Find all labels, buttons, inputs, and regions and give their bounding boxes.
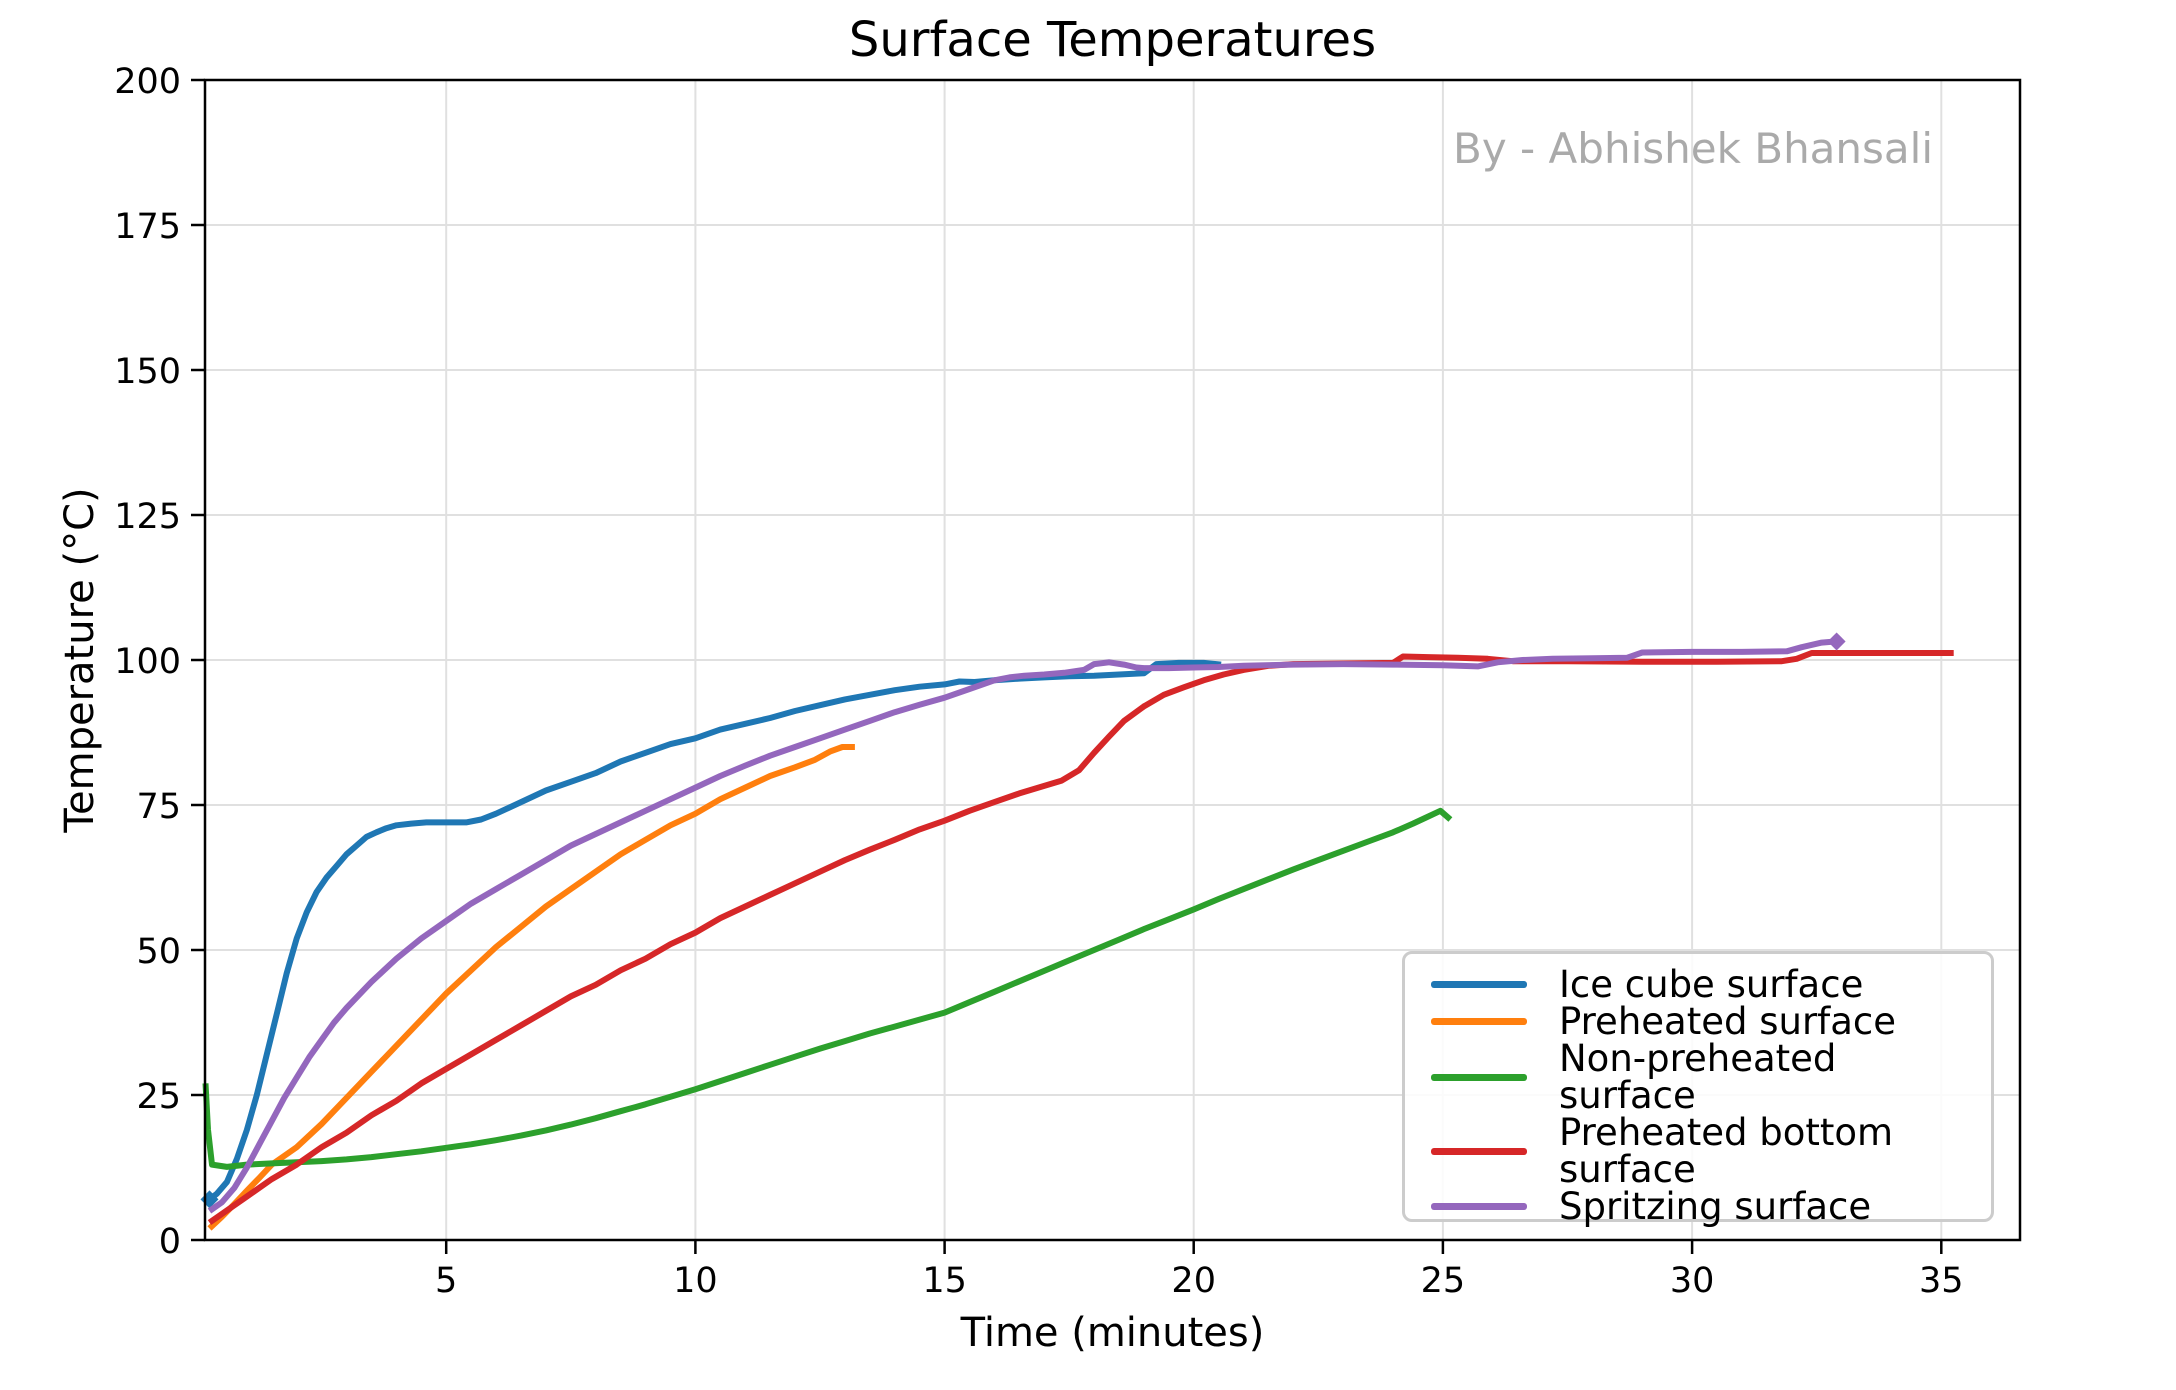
y-tick-label-125: 125 bbox=[114, 497, 181, 537]
y-axis-label: Temperature (°C) bbox=[57, 487, 103, 833]
legend-swatch-ice-cube-surface bbox=[1431, 981, 1527, 988]
y-tick-label-50: 50 bbox=[136, 932, 181, 972]
x-tick-label-5: 5 bbox=[435, 1261, 457, 1301]
legend-item-non-preheated-surface: Non-preheated surface bbox=[1431, 1040, 1981, 1114]
series-line-non-preheated-surface bbox=[202, 807, 1453, 1170]
legend-swatch-preheated-bottom-surface bbox=[1431, 1147, 1527, 1155]
legend-label: Preheated bottom surface bbox=[1559, 1111, 1894, 1191]
legend-item-ice-cube-surface: Ice cube surface bbox=[1431, 966, 1981, 1003]
watermark-text: By - Abhishek Bhansali bbox=[1453, 124, 1933, 173]
y-tick-label-0: 0 bbox=[159, 1222, 181, 1262]
x-tick-label-35: 35 bbox=[1919, 1261, 1964, 1301]
x-tick-label-25: 25 bbox=[1421, 1261, 1466, 1301]
legend-label: Ice cube surface bbox=[1559, 963, 1864, 1006]
legend-item-preheated-bottom-surface: Preheated bottom surface bbox=[1431, 1114, 1981, 1188]
legend-swatch-non-preheated-surface bbox=[1431, 1073, 1527, 1081]
x-tick-label-15: 15 bbox=[922, 1261, 967, 1301]
y-tick-label-75: 75 bbox=[136, 787, 181, 827]
series-line-spritzing-surface bbox=[207, 638, 1837, 1214]
legend-label: Preheated surface bbox=[1559, 1000, 1896, 1043]
x-axis-label: Time (minutes) bbox=[960, 1310, 1265, 1356]
legend-item-preheated-surface: Preheated surface bbox=[1431, 1003, 1981, 1040]
y-tick-label-175: 175 bbox=[114, 207, 181, 247]
series-marker-end-spritzing-surface bbox=[1827, 632, 1846, 651]
y-tick-label-25: 25 bbox=[136, 1077, 181, 1117]
legend: Ice cube surface Preheated surface Non-p… bbox=[1402, 951, 1994, 1225]
x-tick-label-30: 30 bbox=[1670, 1261, 1715, 1301]
x-tick-label-20: 20 bbox=[1171, 1261, 1216, 1301]
y-tick-label-200: 200 bbox=[114, 62, 181, 102]
legend-item-spritzing-surface: Spritzing surface bbox=[1431, 1188, 1981, 1225]
y-tick-label-150: 150 bbox=[114, 352, 181, 392]
legend-swatch-preheated-surface bbox=[1431, 1018, 1527, 1025]
legend-label: Spritzing surface bbox=[1559, 1185, 1872, 1228]
legend-swatch-spritzing-surface bbox=[1431, 1203, 1527, 1210]
y-tick-label-100: 100 bbox=[114, 642, 181, 682]
chart-title: Surface Temperatures bbox=[848, 12, 1377, 68]
x-tick-label-10: 10 bbox=[673, 1261, 718, 1301]
legend-label: Non-preheated surface bbox=[1559, 1037, 1837, 1117]
series-line-preheated-bottom-surface bbox=[207, 650, 1954, 1226]
